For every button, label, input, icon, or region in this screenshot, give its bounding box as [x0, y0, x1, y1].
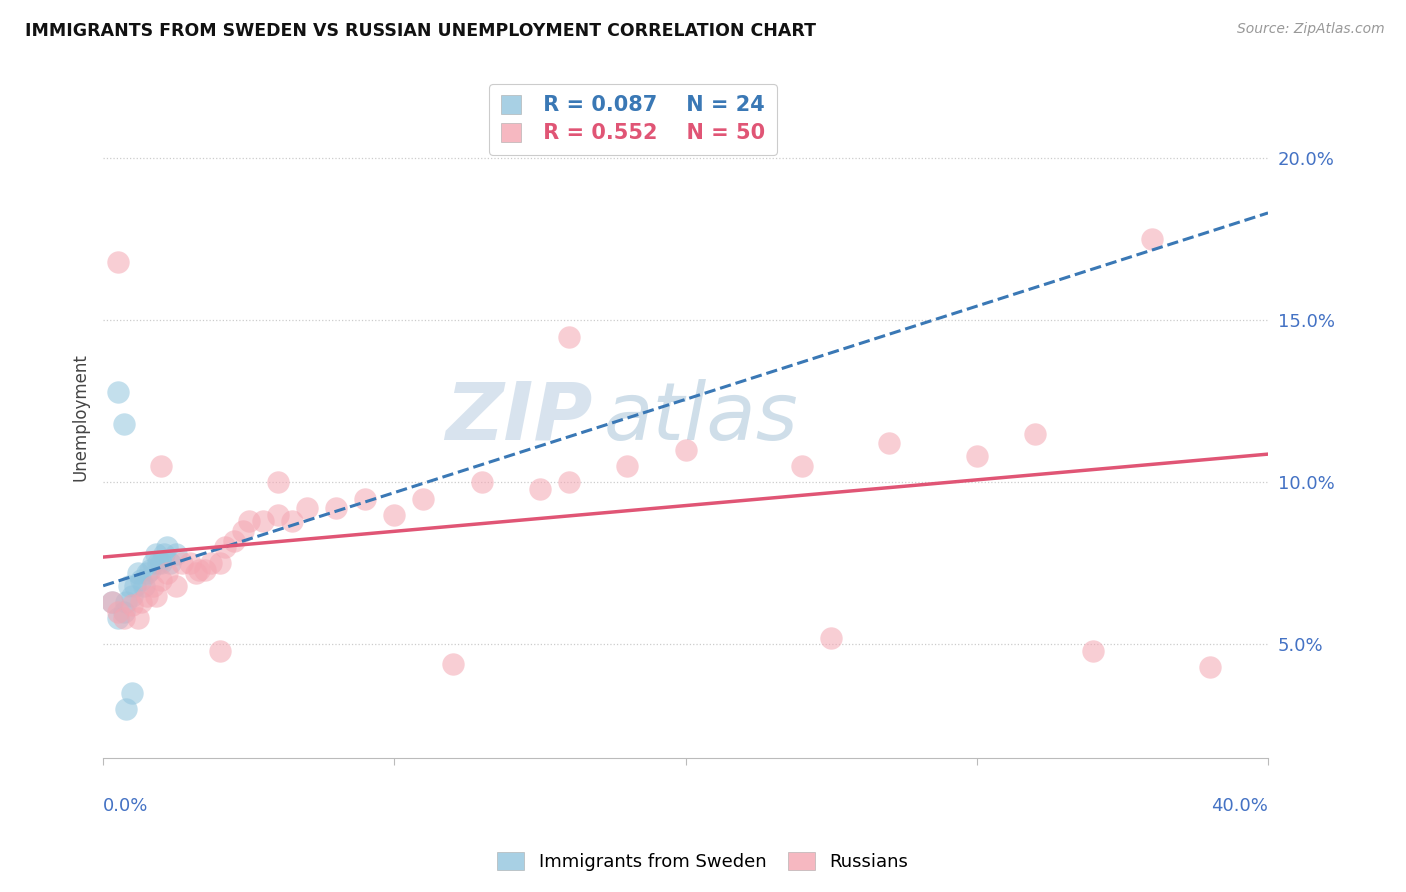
Point: [675, 442, 697, 457]
Point: [295, 501, 318, 516]
Point: [135, 566, 157, 580]
Point: [101, 595, 124, 609]
Point: [267, 475, 290, 490]
Point: [121, 589, 143, 603]
Point: [170, 557, 193, 571]
Text: IMMIGRANTS FROM SWEDEN VS RUSSIAN UNEMPLOYMENT CORRELATION CHART: IMMIGRANTS FROM SWEDEN VS RUSSIAN UNEMPL…: [25, 22, 817, 40]
Point: [118, 579, 141, 593]
Point: [165, 547, 187, 561]
Point: [325, 501, 347, 516]
Point: [1083, 644, 1105, 658]
Point: [208, 644, 231, 658]
Point: [354, 491, 377, 506]
Point: [529, 482, 551, 496]
Point: [150, 557, 173, 571]
Point: [148, 557, 170, 571]
Point: [232, 524, 254, 538]
Point: [966, 450, 988, 464]
Text: 40.0%: 40.0%: [1211, 797, 1268, 814]
Point: [107, 605, 129, 619]
Point: [412, 491, 434, 506]
Point: [150, 573, 173, 587]
Point: [145, 547, 167, 561]
Point: [1024, 426, 1046, 441]
Legend: Immigrants from Sweden, Russians: Immigrants from Sweden, Russians: [491, 846, 915, 879]
Text: atlas: atlas: [605, 378, 799, 457]
Point: [1198, 660, 1220, 674]
Point: [441, 657, 464, 671]
Point: [200, 557, 222, 571]
Point: [382, 508, 405, 522]
Point: [165, 579, 187, 593]
Point: [879, 436, 901, 450]
Point: [127, 611, 149, 625]
Point: [150, 459, 173, 474]
Point: [142, 579, 165, 593]
Point: [112, 611, 135, 625]
Point: [127, 566, 149, 580]
Point: [186, 566, 208, 580]
Point: [138, 563, 160, 577]
Point: [179, 557, 201, 571]
Point: [124, 579, 146, 593]
Point: [101, 595, 124, 609]
Legend:  R = 0.087    N = 24,  R = 0.552    N = 50: R = 0.087 N = 24, R = 0.552 N = 50: [489, 84, 778, 155]
Point: [208, 557, 231, 571]
Point: [129, 595, 152, 609]
Point: [558, 329, 581, 343]
Point: [142, 557, 165, 571]
Point: [820, 631, 842, 645]
Point: [107, 611, 129, 625]
Point: [121, 599, 143, 613]
Point: [790, 459, 813, 474]
Point: [159, 557, 181, 571]
Point: [107, 384, 129, 399]
Point: [471, 475, 494, 490]
Point: [156, 566, 179, 580]
Point: [121, 686, 143, 700]
Point: [616, 459, 638, 474]
Point: [115, 702, 138, 716]
Point: [267, 508, 290, 522]
Point: [281, 514, 304, 528]
Point: [112, 417, 135, 431]
Point: [132, 579, 155, 593]
Point: [129, 573, 152, 587]
Y-axis label: Unemployment: Unemployment: [72, 353, 89, 482]
Point: [112, 605, 135, 619]
Point: [107, 255, 129, 269]
Point: [194, 563, 217, 577]
Point: [135, 589, 157, 603]
Point: [214, 540, 236, 554]
Point: [188, 563, 211, 577]
Point: [252, 514, 274, 528]
Point: [1140, 232, 1163, 246]
Point: [115, 595, 138, 609]
Text: 0.0%: 0.0%: [103, 797, 149, 814]
Point: [156, 540, 179, 554]
Point: [238, 514, 260, 528]
Text: Source: ZipAtlas.com: Source: ZipAtlas.com: [1237, 22, 1385, 37]
Point: [145, 589, 167, 603]
Text: ZIP: ZIP: [446, 378, 592, 457]
Point: [153, 547, 176, 561]
Point: [224, 533, 246, 548]
Point: [558, 475, 581, 490]
